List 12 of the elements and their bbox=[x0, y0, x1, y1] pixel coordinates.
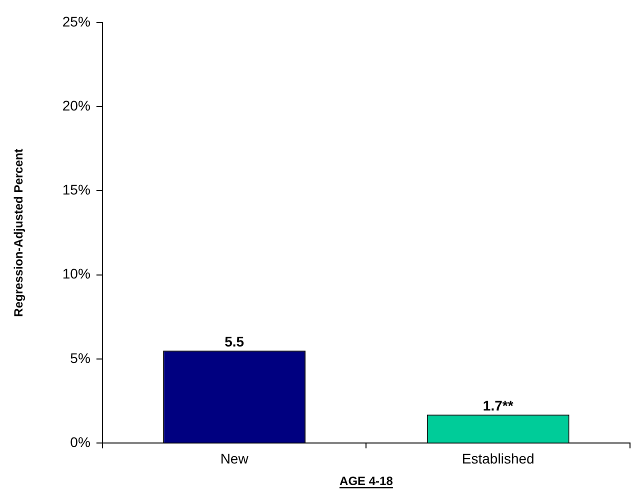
x-axis-title: AGE 4-18 bbox=[340, 474, 394, 488]
data-label: 1.7** bbox=[482, 397, 514, 414]
y-tick-label: 5% bbox=[70, 350, 90, 366]
y-tick-label: 0% bbox=[70, 434, 90, 450]
x-tick-label: New bbox=[220, 450, 250, 466]
y-tick-label: 25% bbox=[62, 13, 90, 30]
y-axis-title: Regression-Adjusted Percent bbox=[12, 148, 26, 317]
x-tick-label: Established bbox=[462, 450, 534, 466]
y-tick-label: 15% bbox=[62, 182, 90, 198]
y-tick-label: 20% bbox=[62, 97, 90, 114]
y-tick-label: 10% bbox=[62, 266, 90, 282]
data-label: 5.5 bbox=[224, 333, 244, 350]
